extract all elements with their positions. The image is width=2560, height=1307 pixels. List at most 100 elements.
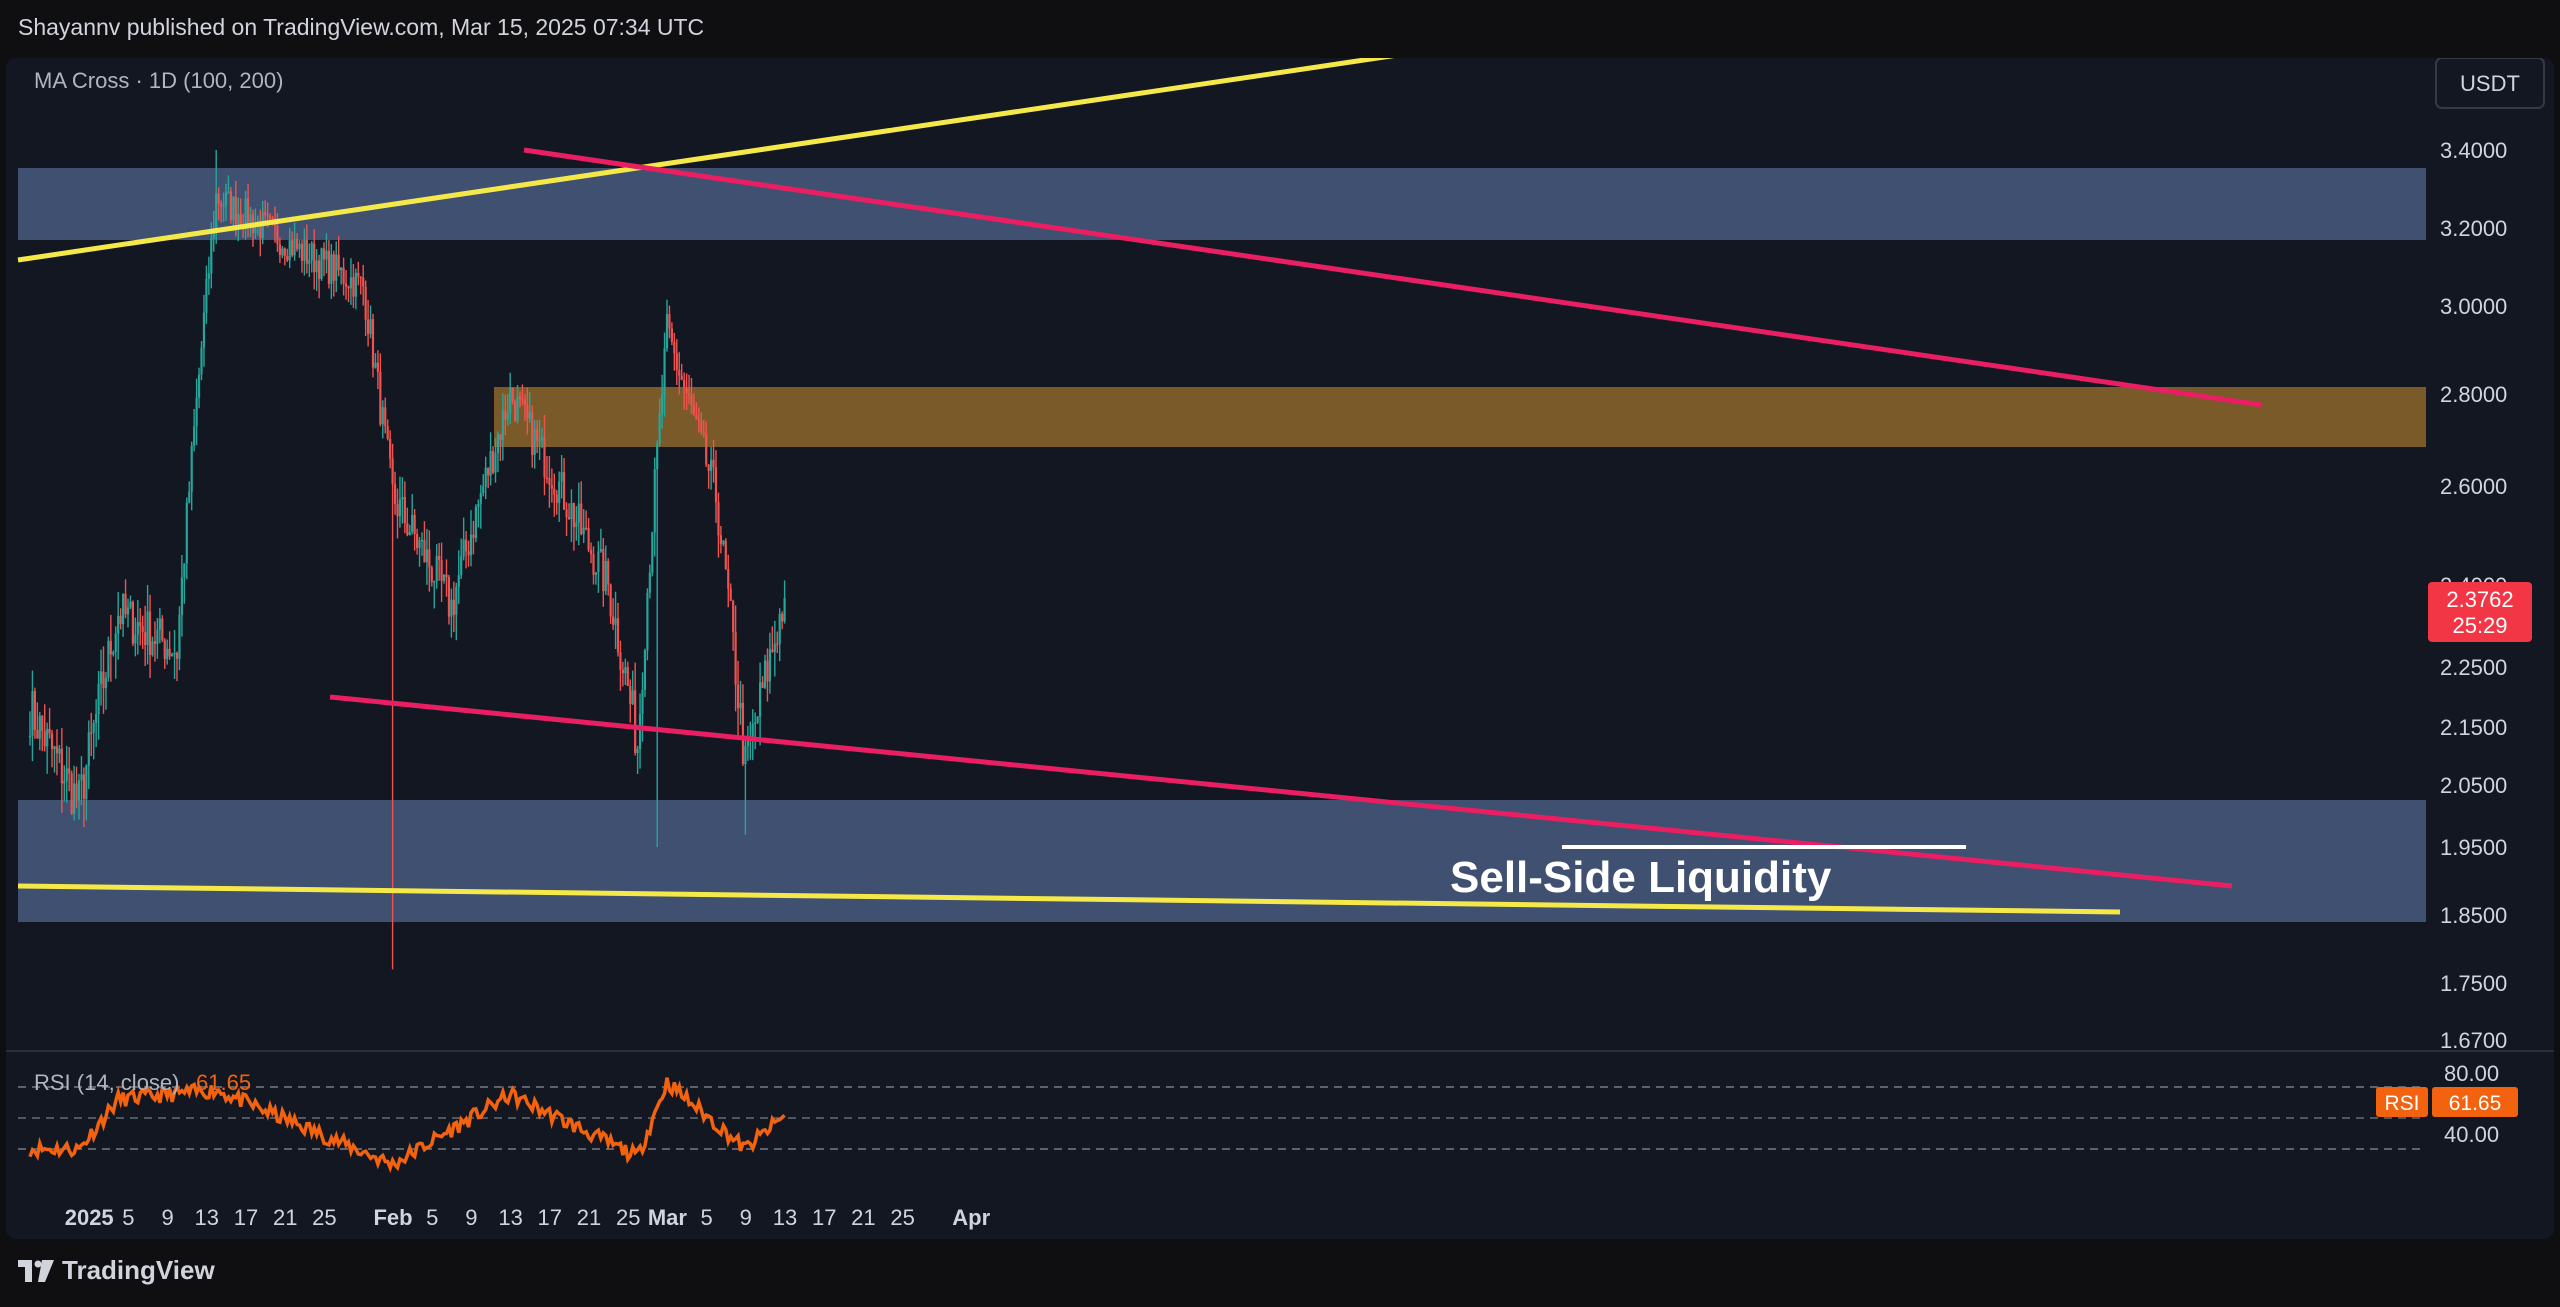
candle-body (651, 532, 654, 573)
candle-body (626, 667, 629, 686)
candle-body (325, 250, 328, 260)
candle-body (249, 214, 252, 228)
candle-body (607, 561, 610, 585)
time-tick-label: 25 (312, 1205, 336, 1230)
chart-svg[interactable]: Sell-Side Liquidity MA Cross · 1D (100, … (0, 49, 2560, 1239)
candle-body (80, 774, 83, 781)
candle-body (136, 622, 139, 635)
candle-body (697, 419, 700, 422)
candle-body (354, 272, 357, 297)
candle-body (318, 260, 321, 279)
candle-body (310, 243, 313, 261)
candle-body (131, 601, 134, 644)
time-tick-label: 25 (890, 1205, 914, 1230)
time-tick-label: Apr (952, 1205, 990, 1230)
candle-body (315, 260, 318, 273)
candle-body (707, 464, 710, 471)
candle-body (364, 286, 367, 320)
candle-body (656, 443, 659, 470)
trendline-yellow-lower (17, 883, 2121, 915)
candle-body (533, 429, 536, 456)
candle-body (369, 319, 372, 334)
price-tick-label: 3.2000 (2440, 216, 2507, 241)
candle-body (548, 478, 551, 485)
footer: TradingView (0, 1239, 2560, 1307)
candle-body (538, 439, 541, 442)
candle-body (491, 451, 495, 473)
candle-body (217, 193, 220, 204)
candle-body (293, 239, 296, 256)
candle-body (629, 685, 632, 705)
price-tick-label: 2.0500 (2440, 773, 2507, 798)
currency-button[interactable]: USDT (2435, 57, 2545, 109)
candle-body (396, 504, 399, 517)
candle-body (104, 677, 108, 689)
candle-body (646, 592, 649, 651)
candle-body (406, 523, 409, 535)
candle-body (462, 539, 465, 557)
candle-body (46, 728, 49, 747)
candle-body (269, 216, 272, 219)
tradingview-logo[interactable]: TradingView (18, 1255, 215, 1286)
candle-body (212, 229, 215, 239)
trendline-pink-upper (523, 147, 2263, 408)
candle-body (572, 502, 575, 528)
candle-body (565, 509, 568, 518)
candle-body (477, 504, 480, 507)
candle-body (41, 715, 44, 732)
candle-body (499, 434, 502, 441)
candle-body (215, 193, 218, 230)
candle-body (342, 267, 345, 284)
candle-body (50, 733, 54, 750)
candle-body (244, 198, 247, 230)
candle-body (597, 551, 600, 573)
chart-title: MA Cross · 1D (100, 200) (34, 68, 283, 93)
candle-body (259, 220, 262, 239)
time-tick-label: 9 (465, 1205, 477, 1230)
candle-body (205, 278, 208, 313)
candle-body (168, 648, 171, 657)
candle-body (440, 560, 443, 581)
time-axis[interactable]: 2025 5 9 13 17 21 25 Feb 5 9 13 17 21 25 Mar 5 9 13 17 21 25… (65, 1205, 991, 1230)
price-tick-label: 1.7500 (2440, 971, 2507, 996)
candle-body (741, 702, 745, 765)
candle-body (229, 191, 232, 220)
rsi-badge: RSI 61.65 (2376, 1087, 2518, 1117)
candle-body (416, 534, 419, 548)
candle-body (70, 773, 73, 814)
candle-body (163, 640, 166, 660)
candle-body (736, 684, 740, 709)
annotation-sell-side-liquidity: Sell-Side Liquidity (1450, 853, 1832, 902)
time-tick-label: 17 (538, 1205, 562, 1230)
candle-body (413, 514, 416, 535)
candle-body (450, 599, 453, 617)
candle-body (197, 374, 201, 398)
candle-body (543, 437, 546, 478)
price-tick-label: 2.8000 (2440, 382, 2507, 407)
candle-body (523, 399, 526, 405)
candle-body (663, 348, 666, 396)
candle-body (766, 660, 769, 682)
candle-body (92, 722, 95, 733)
candle-body (386, 426, 389, 439)
last-price-countdown: 25:29 (2452, 613, 2507, 638)
candle-body (612, 616, 615, 625)
price-tick-label: 3.4000 (2440, 138, 2507, 163)
candle-body (85, 765, 88, 800)
chart-frame[interactable]: Sell-Side Liquidity MA Cross · 1D (100, … (0, 49, 2560, 1239)
candle-body (482, 486, 485, 494)
candle-body (489, 451, 492, 476)
candle-body (602, 549, 605, 592)
candle-body (180, 577, 183, 615)
candle-body (283, 248, 286, 257)
zone-upper-supply (18, 168, 2426, 240)
time-tick-label: 5 (426, 1205, 438, 1230)
time-tick-label: Mar (648, 1205, 688, 1230)
time-tick-label: Feb (373, 1205, 412, 1230)
candle-body (460, 556, 463, 576)
candle-body (558, 481, 561, 503)
candle-body (719, 535, 722, 545)
candle-body (300, 243, 304, 261)
candle-body (560, 472, 563, 482)
candle-body (264, 212, 267, 215)
